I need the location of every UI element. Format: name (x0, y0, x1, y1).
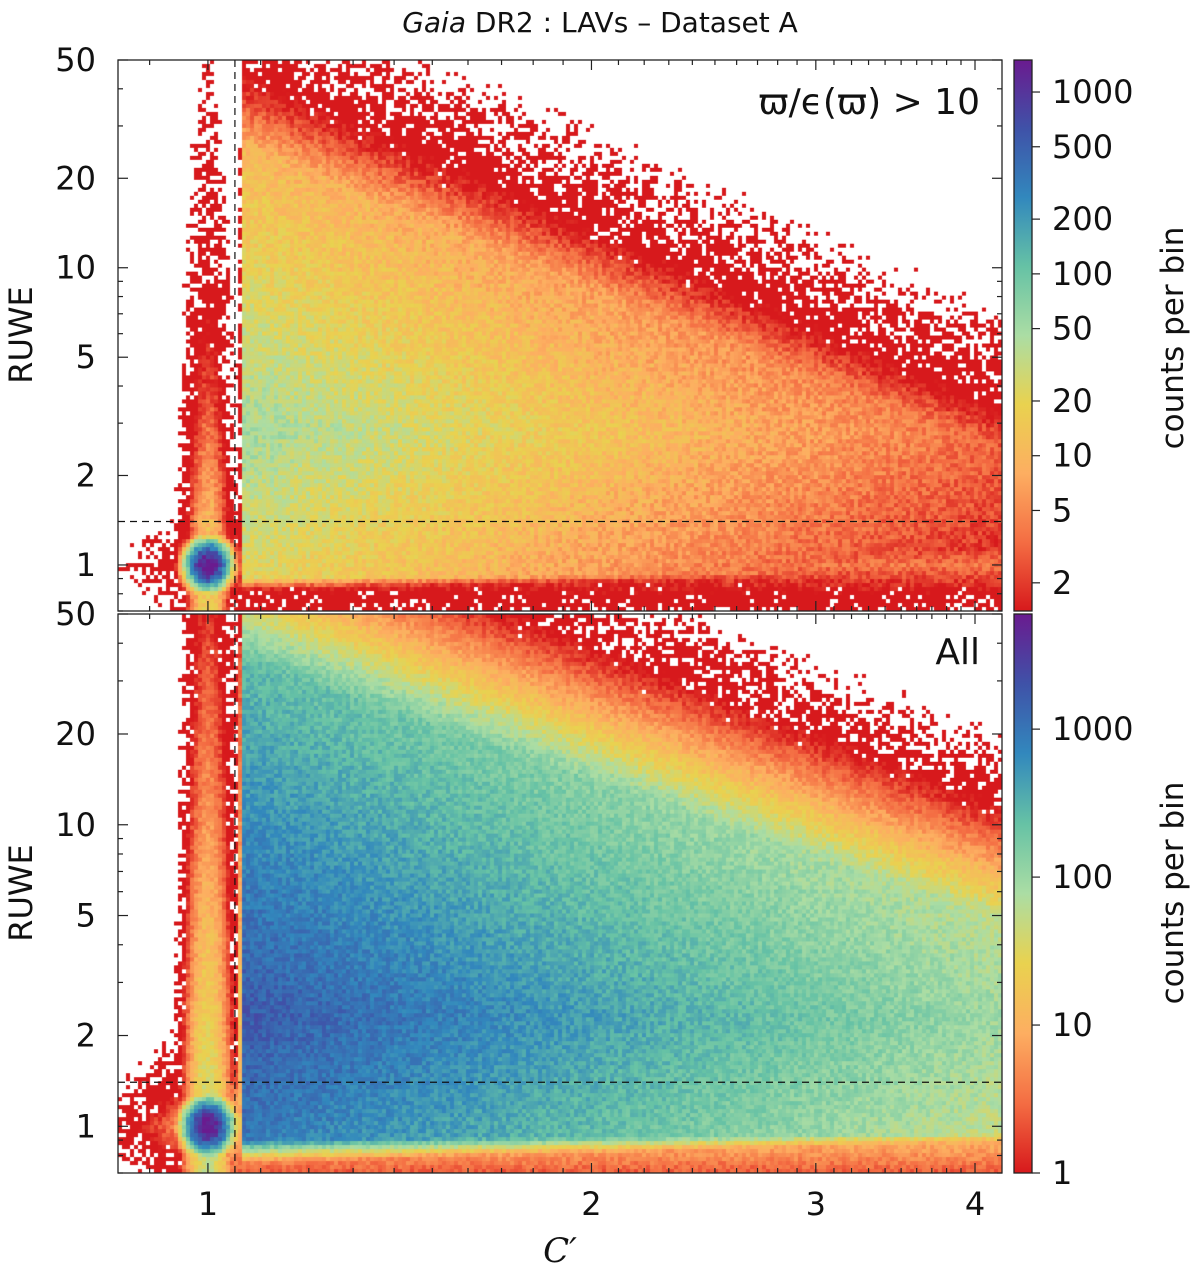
bottom-x-tick-labels: 1 2 3 4 (198, 1185, 985, 1223)
bottom-colorbar-tick-label: 10 (1052, 1006, 1093, 1044)
top-panel: ϖ/ϵ(ϖ) > 10 RUWE 1 2 5 10 20 50 (2, 41, 1003, 612)
figure-title: Gaia DR2 : LAVs – Dataset A (402, 6, 798, 39)
x-tick-label: 1 (198, 1185, 218, 1223)
bottom-y-tick-label: 2 (76, 1017, 96, 1055)
top-y-tick-label: 5 (76, 338, 96, 376)
top-colorbar-tick-label: 200 (1052, 200, 1113, 238)
top-colorbar: 2 5 10 20 50 100 200 500 1000 counts per bin (1013, 59, 1191, 612)
bottom-y-tick-label: 5 (76, 897, 96, 935)
x-tick-label: 4 (965, 1185, 985, 1223)
figure-title-rest: DR2 : LAVs – Dataset A (466, 6, 798, 39)
bottom-colorbar: 1 10 100 1000 counts per bin (1013, 613, 1191, 1192)
top-colorbar-tick-label: 5 (1052, 491, 1072, 529)
bottom-y-tick-label: 50 (55, 595, 96, 633)
top-colorbar-tick-label: 10 (1052, 437, 1093, 475)
bottom-y-tick-label: 1 (76, 1107, 96, 1145)
top-colorbar-tick-label: 1000 (1052, 73, 1133, 111)
top-colorbar-label: counts per bin (1155, 227, 1191, 450)
top-y-tick-label: 20 (55, 159, 96, 197)
top-y-tick-label: 10 (55, 249, 96, 287)
top-colorbar-gradient (1014, 60, 1032, 611)
top-panel-annotation: ϖ/ϵ(ϖ) > 10 (758, 82, 980, 123)
top-colorbar-ticks: 2 5 10 20 50 100 200 500 1000 (1032, 73, 1133, 602)
x-tick-label: 3 (806, 1185, 826, 1223)
bottom-colorbar-tick-label: 1000 (1052, 710, 1133, 748)
bottom-panel: All RUWE 1 2 5 10 20 50 1 2 3 4 C′ (2, 595, 1003, 1271)
top-colorbar-tick-label: 2 (1052, 564, 1072, 602)
bottom-axis-ticks (118, 613, 1002, 1174)
bottom-colorbar-ticks: 1 10 100 1000 (1032, 710, 1133, 1192)
figure-title-italic: Gaia (402, 6, 466, 39)
top-colorbar-tick-label: 500 (1052, 128, 1113, 166)
top-y-tick-label: 50 (55, 41, 96, 79)
top-colorbar-tick-label: 100 (1052, 255, 1113, 293)
bottom-y-tick-label: 20 (55, 715, 96, 753)
bottom-heatmap-image (118, 614, 1002, 1173)
top-y-axis-label: RUWE (2, 286, 40, 384)
bottom-y-axis-label: RUWE (2, 844, 40, 942)
bottom-y-tick-labels: 1 2 5 10 20 50 (55, 595, 96, 1145)
top-colorbar-frame (1013, 59, 1033, 612)
top-heatmap-image (118, 60, 1002, 611)
bottom-plot-frame (117, 613, 1003, 1174)
bottom-panel-annotation: All (935, 632, 980, 673)
bottom-colorbar-tick-label: 100 (1052, 858, 1113, 896)
top-y-tick-labels: 1 2 5 10 20 50 (55, 41, 96, 584)
top-colorbar-tick-label: 20 (1052, 382, 1093, 420)
x-tick-label: 2 (581, 1185, 601, 1223)
bottom-colorbar-gradient (1014, 614, 1032, 1173)
top-y-tick-label: 1 (76, 546, 96, 584)
top-colorbar-tick-label: 50 (1052, 310, 1093, 348)
bottom-colorbar-label: counts per bin (1155, 782, 1191, 1005)
bottom-colorbar-frame (1013, 613, 1033, 1174)
top-y-tick-label: 2 (76, 456, 96, 494)
top-plot-frame (117, 59, 1003, 612)
bottom-y-tick-label: 10 (55, 806, 96, 844)
x-axis-label: C′ (543, 1231, 577, 1271)
bottom-colorbar-tick-label: 1 (1052, 1154, 1072, 1192)
